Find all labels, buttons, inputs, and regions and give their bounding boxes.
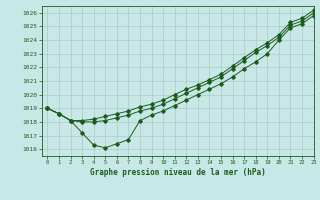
X-axis label: Graphe pression niveau de la mer (hPa): Graphe pression niveau de la mer (hPa) [90, 168, 266, 177]
